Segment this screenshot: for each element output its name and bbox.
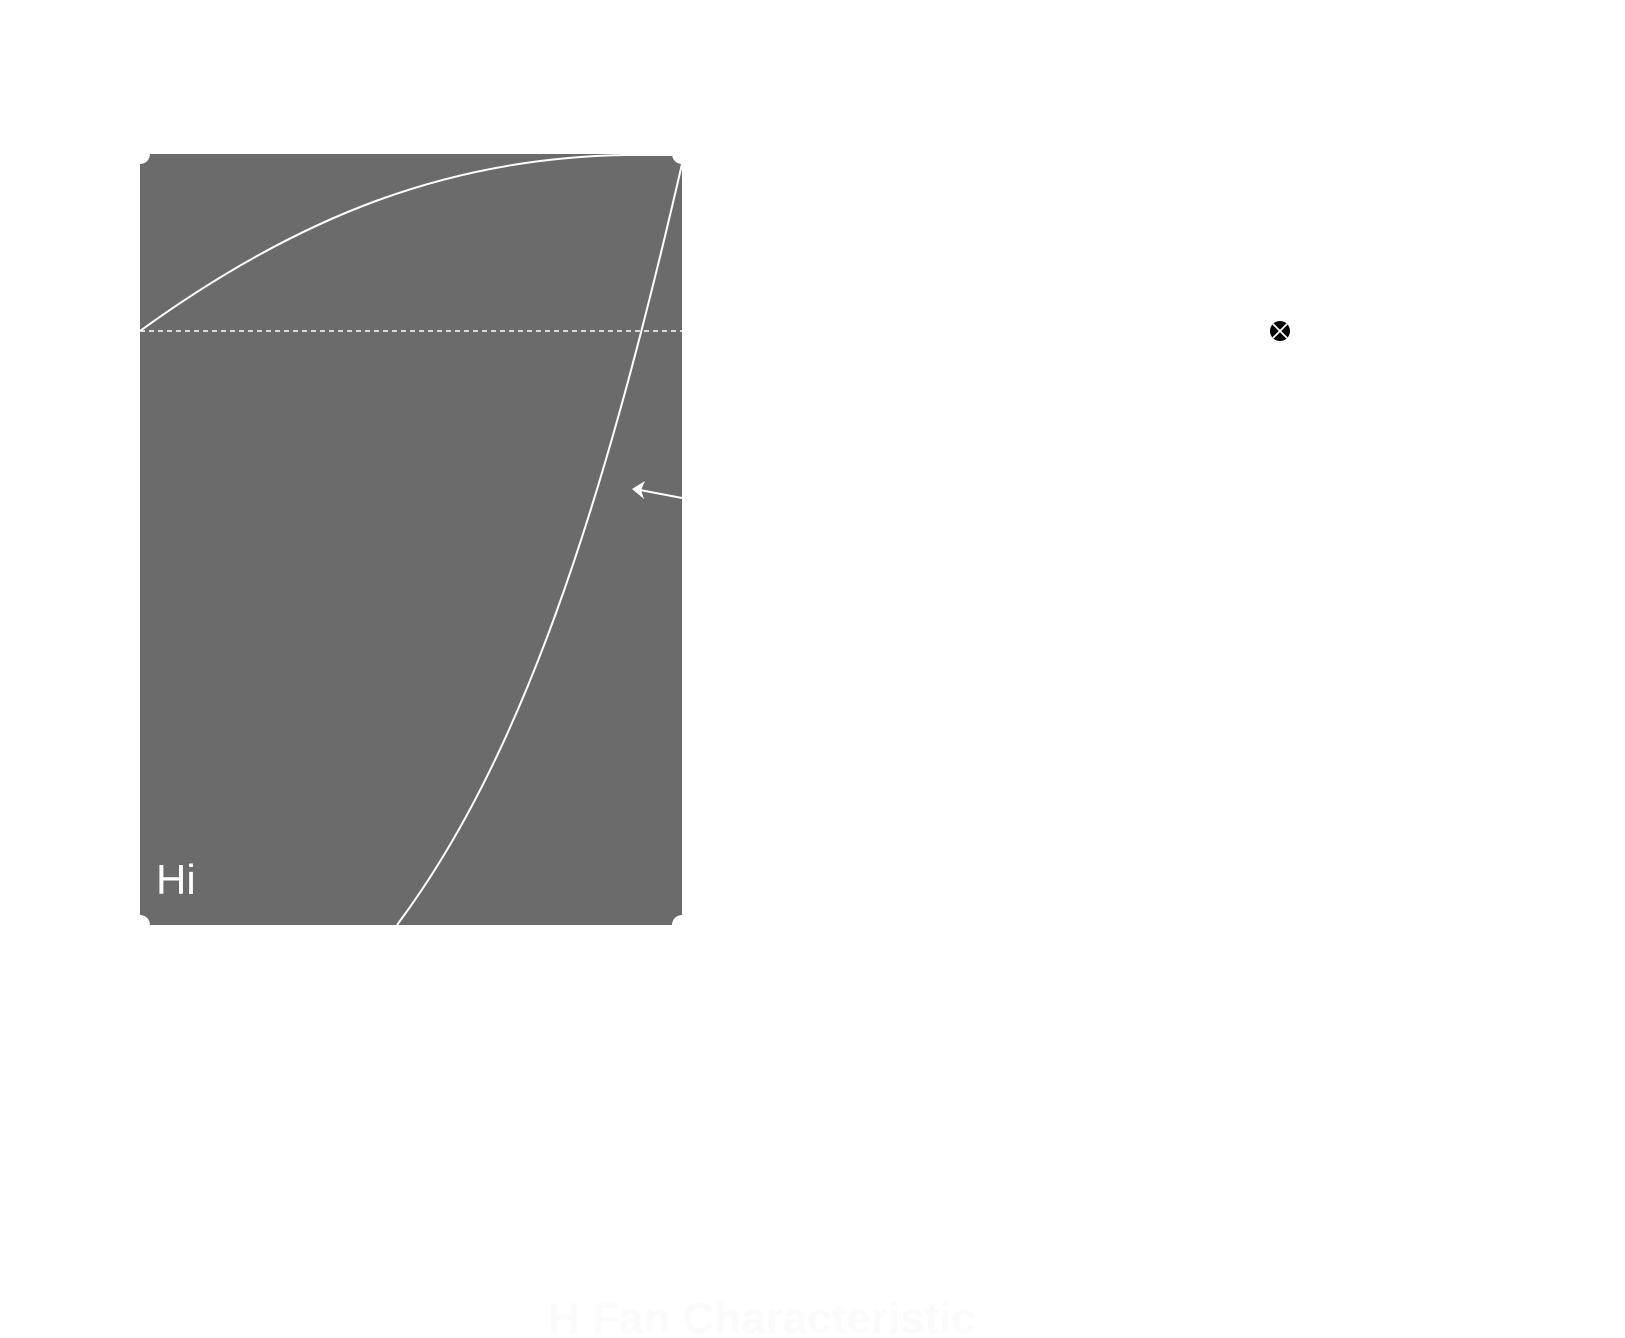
arrow-left-icon: [632, 481, 683, 499]
upper-characteristic-curve: [139, 154, 672, 332]
panel-label: Hi: [156, 856, 196, 903]
fan-curve: [396, 163, 683, 926]
diagram-caption: H Fan Characteristic: [548, 1294, 976, 1338]
characteristic-panel: [140, 154, 682, 925]
crossed-circle-icon: [1270, 321, 1290, 341]
